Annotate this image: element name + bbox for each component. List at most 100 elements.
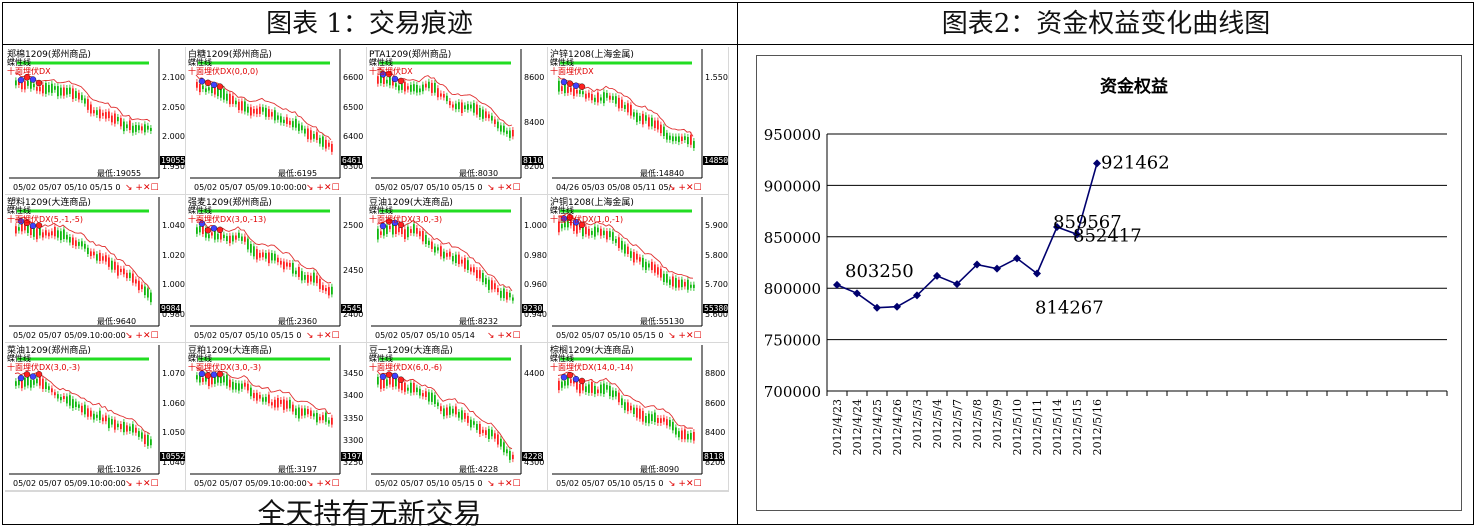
panel-y-tick: 6600 — [343, 73, 364, 82]
trade-marker — [560, 374, 568, 381]
panel-y-tick: 5.800 — [705, 250, 728, 260]
trade-marker — [216, 226, 224, 234]
panel-y-tick: 0.980 — [162, 310, 185, 319]
panel-controls[interactable]: ↘ +✕☐ — [306, 331, 340, 341]
trade-marker — [578, 221, 586, 229]
panel-date-axis: 05/02 05/07 05/09.10:00:00 — [13, 479, 126, 488]
panel-indicator-label: 蝶性线 — [369, 58, 393, 67]
trade-panel-chart — [9, 197, 160, 327]
trade-marker — [566, 371, 574, 379]
trade-panel-chart — [552, 345, 703, 475]
equity-point — [833, 280, 841, 289]
panel-controls[interactable]: ↘ +✕☐ — [487, 331, 521, 341]
panel-signal-note: 十面埋伏DX(3,0,-13) — [188, 215, 267, 224]
panel-date-axis: 05/02 05/07 05/10 05/15 0 — [13, 183, 121, 192]
panel-low-price: 最低:8030 — [459, 169, 499, 178]
trade-panel: 强麦1209(郑州商品) 蝶性线 十面埋伏DX(3,0,-13) 2500 2450 24… — [186, 195, 366, 342]
trade-panel-chart — [371, 197, 522, 327]
trade-marker — [385, 70, 393, 78]
panel-low-price: 最低:3197 — [278, 465, 318, 474]
panel-controls[interactable]: ↘ +✕☐ — [306, 479, 340, 489]
trade-marker — [29, 373, 37, 380]
equity-point — [993, 264, 1001, 273]
panel-controls[interactable]: ↘ +✕☐ — [125, 479, 159, 489]
panel-low-price: 最低:14840 — [640, 169, 685, 178]
panel-y-tick: 8200 — [524, 162, 545, 171]
panel-indicator-label: 蝶性线 — [188, 354, 212, 363]
panel-y-tick: 8600 — [705, 398, 726, 408]
x-tick-label: 2012/5/3 — [911, 399, 924, 448]
panel-controls[interactable]: ↘ +✕☐ — [487, 183, 521, 193]
panel-y-tick: 3300 — [343, 435, 364, 445]
trade-panel: PTA1209(郑州商品) 蝶性线 十面埋伏DX 8600 8400 8200 最低:803… — [367, 47, 547, 194]
panel-y-tick: 1.040 — [162, 458, 185, 467]
equity-point — [933, 271, 941, 280]
trade-marker — [29, 76, 37, 83]
trade-marker — [198, 220, 206, 227]
panel-signal-note: 十面埋伏DX(14,0,-14) — [550, 363, 634, 372]
trade-marker — [566, 214, 574, 221]
trade-marker — [397, 77, 405, 85]
panel-indicator-label: 蝶性线 — [7, 206, 31, 215]
x-tick-label: 2012/5/7 — [951, 399, 964, 448]
chart2-header: 图表2：资金权益变化曲线图 — [941, 9, 1271, 39]
panel-last-price: 2545 — [341, 304, 363, 313]
panel-low-price: 最低:55130 — [640, 317, 685, 326]
panel-controls[interactable]: ↘ +✕☐ — [487, 479, 521, 489]
panel-signal-note: 十面埋伏DX — [369, 67, 413, 76]
x-tick-label: 2012/4/24 — [851, 399, 864, 455]
trade-panel: 豆粕1209(大连商品) 蝶性线 十面埋伏DX(3,0,-3) 3450 3400 335… — [186, 343, 366, 490]
x-tick-label: 2012/4/26 — [891, 399, 904, 455]
panel-controls[interactable]: ↘ +✕☐ — [125, 331, 159, 341]
panel-y-tick: 1.050 — [162, 428, 185, 438]
trade-panel-chart — [552, 197, 703, 327]
trade-marker — [210, 225, 218, 232]
panel-controls[interactable]: ↘ +✕☐ — [668, 183, 702, 193]
equity-point — [1013, 254, 1021, 263]
header-divider — [2, 44, 1474, 45]
panel-y-tick: 8800 — [705, 369, 726, 378]
panel-controls[interactable]: ↘ +✕☐ — [306, 183, 340, 193]
panel-y-tick: 2500 — [343, 221, 364, 230]
report-frame — [2, 2, 1474, 525]
trade-marker — [572, 82, 580, 89]
equity-point — [913, 291, 921, 300]
panel-y-tick: 0.980 — [524, 250, 547, 260]
trade-panel-chart — [190, 197, 341, 327]
panel-indicator-label: 蝶性线 — [550, 58, 574, 67]
panel-controls[interactable]: ↘ +✕☐ — [125, 183, 159, 193]
panel-last-price: 8118 — [703, 452, 725, 461]
panel-y-tick: 2.000 — [162, 132, 185, 142]
equity-point — [873, 303, 881, 312]
equity-point — [1033, 269, 1041, 278]
trade-panel: 塑料1209(大连商品) 蝶性线 十面埋伏DX(5,-1,-5) 1.040 1.020… — [5, 195, 185, 342]
panel-y-tick: 3450 — [343, 369, 364, 378]
trade-marker — [572, 219, 580, 226]
panel-low-price: 最低:9640 — [97, 317, 137, 326]
trade-panel-chart — [190, 49, 341, 179]
panel-last-price: 19055 — [160, 156, 185, 165]
panel-controls[interactable]: ↘ +✕☐ — [668, 479, 702, 489]
trade-marker — [216, 370, 224, 378]
panel-y-tick: 3250 — [343, 458, 364, 467]
x-tick-label: 2012/5/4 — [931, 399, 944, 448]
trade-marker — [385, 218, 393, 225]
chart-title: 资金权益 — [1100, 76, 1168, 97]
panel-controls[interactable]: ↘ +✕☐ — [668, 331, 702, 341]
equity-chart-svg: 资金权益 950000 900000 850000 800000 750000 700000… — [764, 76, 1448, 455]
panel-y-tick: 1.550 — [705, 73, 728, 82]
trade-marker — [391, 75, 399, 83]
panel-low-price: 最低:4228 — [459, 465, 499, 474]
trade-marker — [397, 376, 405, 383]
trade-marker — [578, 377, 586, 385]
trade-panel: 沪锌1208(上海金属) 蝶性线 十面埋伏DX 1.550 最低:14840 14850 0… — [548, 47, 728, 194]
equity-point — [1053, 222, 1061, 231]
panel-last-price: 14850 — [703, 156, 728, 165]
trade-panel: 棕榈1209(大连商品) 蝶性线 十面埋伏DX(14,0,-14) 8800 8600 8… — [548, 343, 728, 490]
trade-panel-chart — [9, 49, 160, 179]
panel-y-tick: 2.050 — [162, 102, 185, 112]
trade-marker — [17, 218, 25, 225]
trade-marker — [572, 375, 580, 383]
data-label: 852417 — [1073, 225, 1142, 246]
panel-title: 沪铜1208(上海金属) — [550, 198, 634, 208]
